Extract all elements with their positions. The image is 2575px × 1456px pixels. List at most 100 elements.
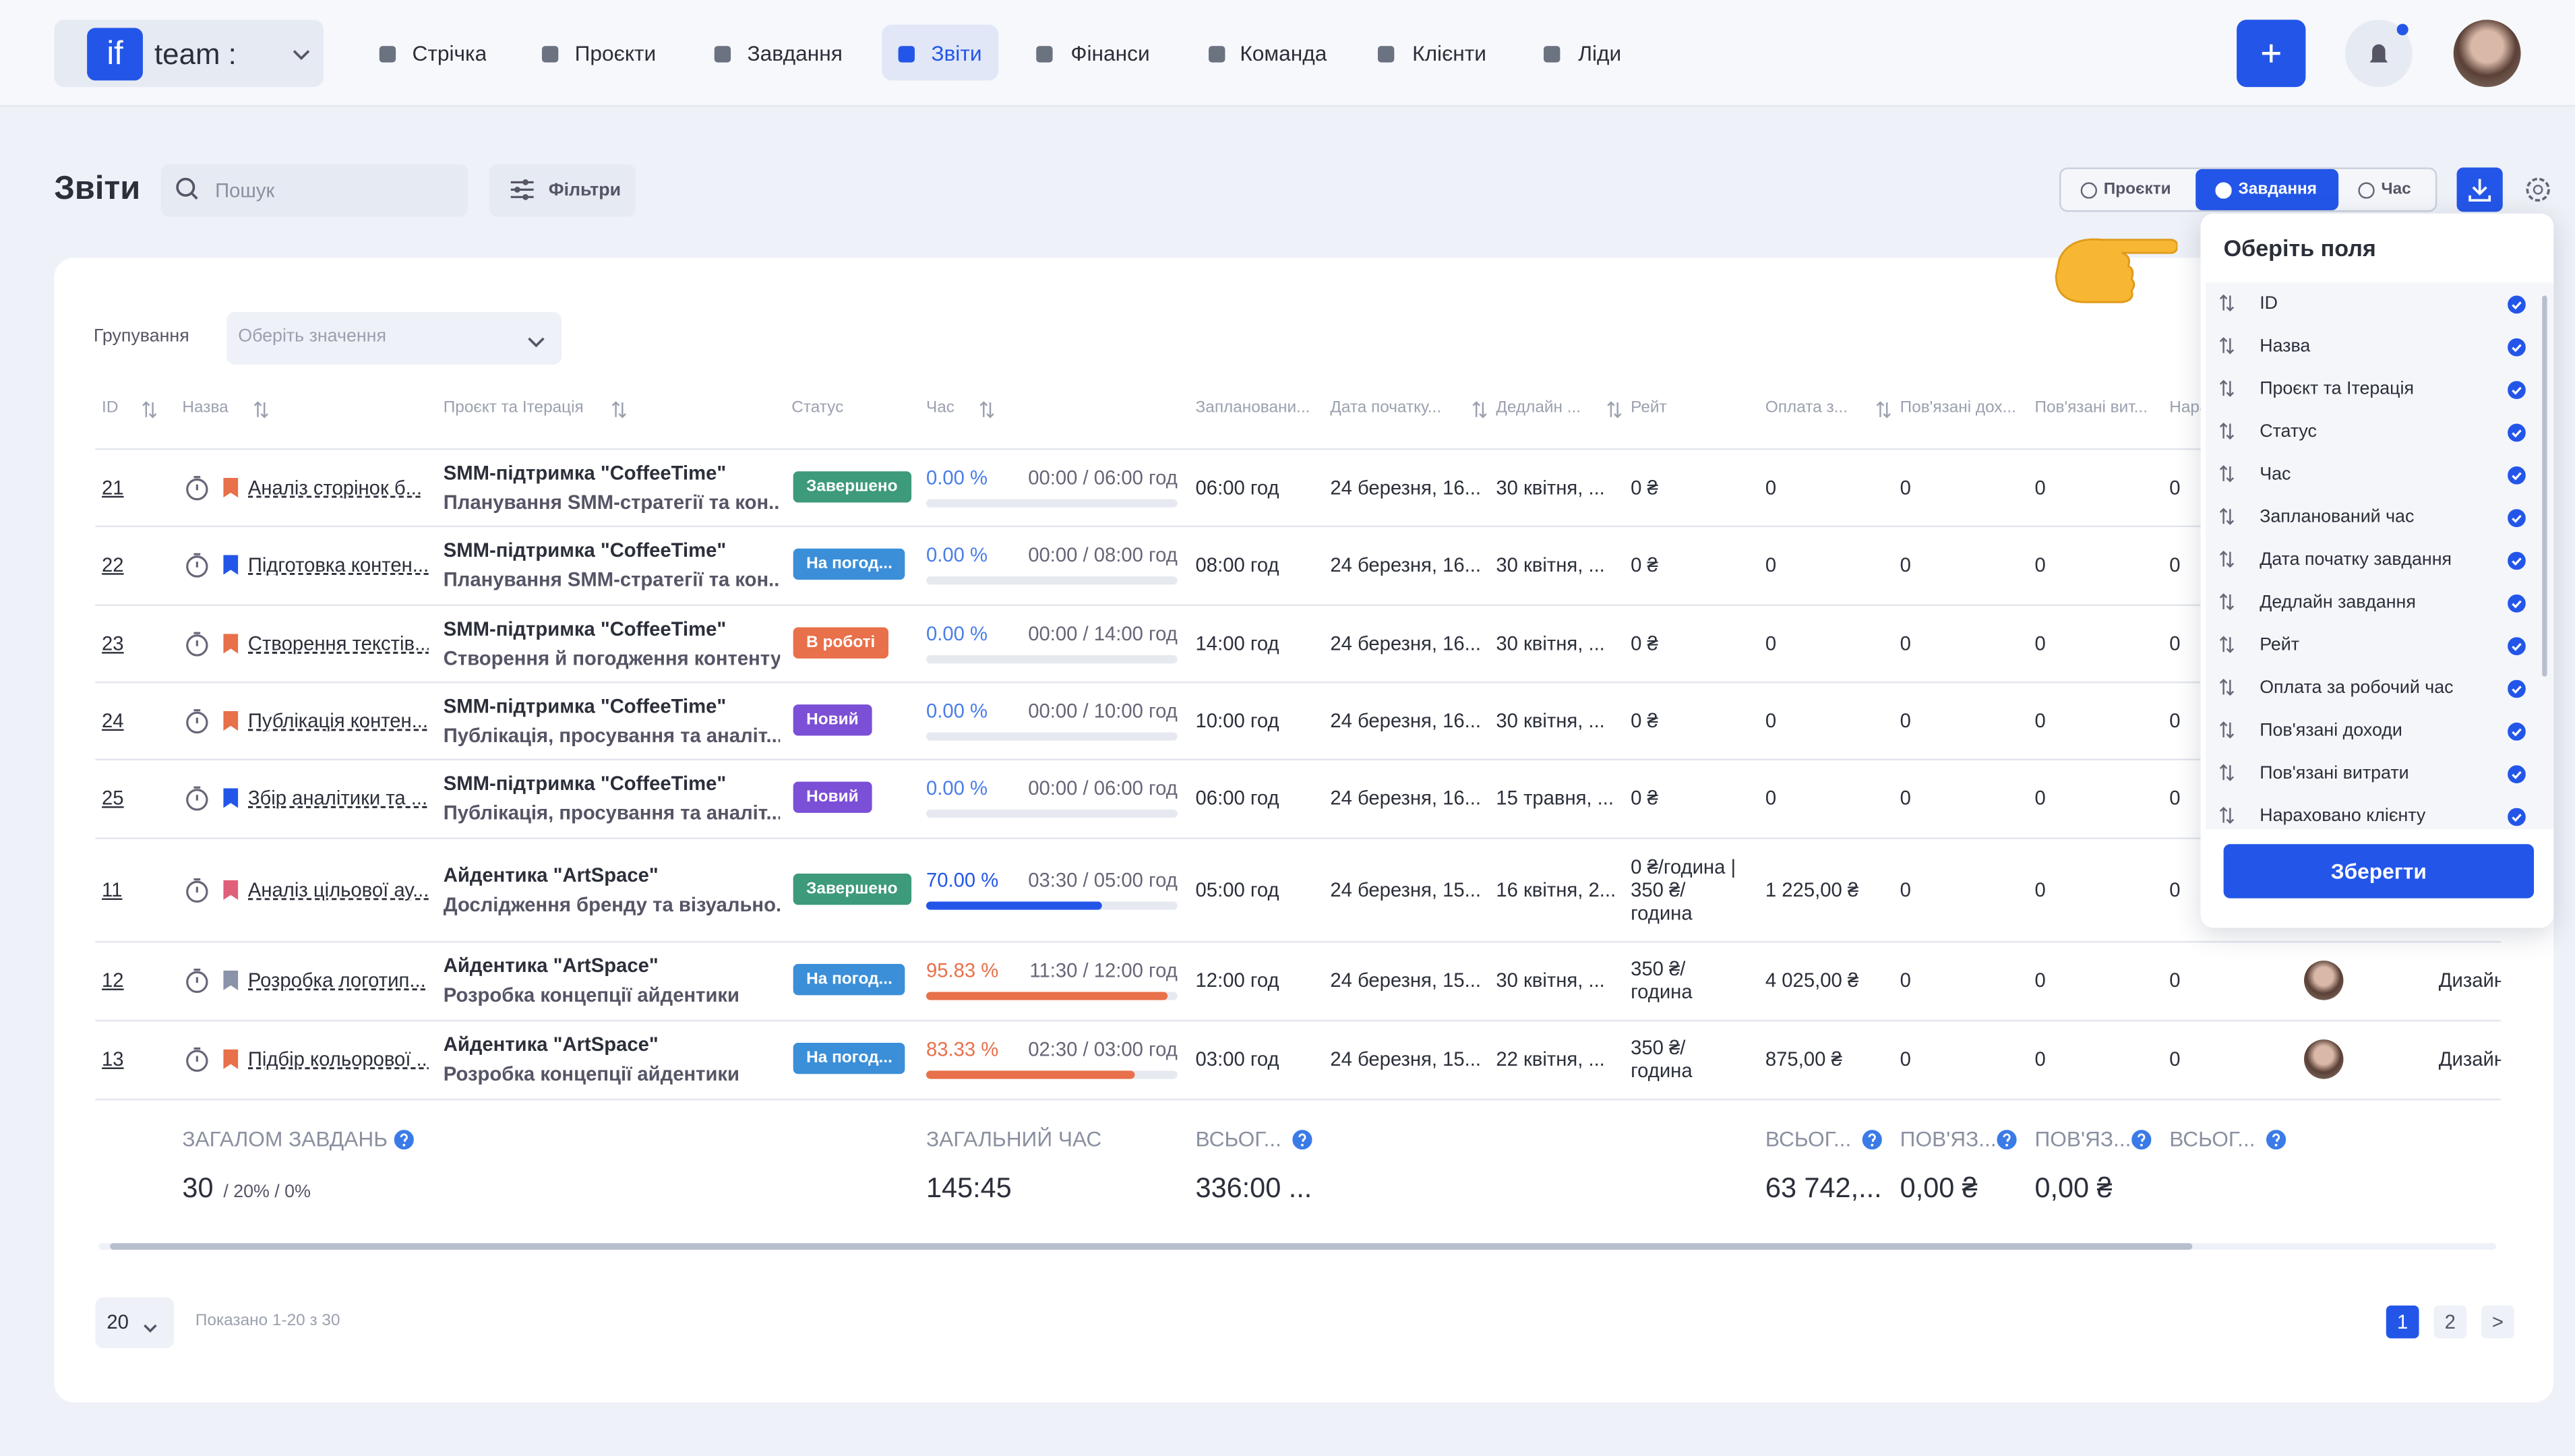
search[interactable] [160, 164, 468, 217]
task-id-text[interactable]: 25 [102, 786, 124, 810]
add-button[interactable] [2237, 20, 2306, 88]
rate-text: 0 ₴ [1631, 631, 1658, 655]
nav-item[interactable]: Проєкти [574, 40, 657, 66]
chevron-svg [293, 50, 310, 61]
column-header[interactable]: Пов'язані дох... [1900, 398, 2016, 417]
status-badge[interactable]: На погод... [793, 1042, 906, 1074]
status-badge[interactable]: В роботі [793, 626, 888, 658]
task-name-text[interactable]: Аналіз цільової ау... [247, 878, 429, 901]
field-name[interactable]: Час [2260, 464, 2291, 485]
field-name[interactable]: Дедлайн завдання [2260, 593, 2416, 613]
nav-item[interactable]: Ліди [1578, 40, 1622, 66]
task-id-text[interactable]: 24 [102, 708, 124, 732]
task-name-text[interactable]: Підбір кольорової ... [247, 1048, 429, 1071]
planned: 10:00 год [1196, 681, 1327, 759]
field-name[interactable]: Проєкт та Ітерація [2260, 379, 2414, 399]
task-name-text[interactable]: Публікація контен... [247, 708, 429, 732]
rate: 0 ₴ [1631, 448, 1739, 526]
planned-text: 14:00 год [1195, 631, 1279, 655]
user-avatar[interactable] [2453, 20, 2521, 88]
download-button[interactable] [2456, 167, 2503, 212]
deadline-text: 16 квітня, 2... [1496, 878, 1616, 901]
column-header[interactable]: Оплата з... [1765, 398, 1848, 417]
nav-item[interactable]: Звіти [931, 40, 982, 66]
row-line [95, 448, 2502, 450]
task-id-text[interactable]: 23 [102, 631, 124, 655]
column-header[interactable]: Статус [791, 398, 844, 417]
deadline: 16 квітня, 2... [1496, 837, 1624, 940]
task-id-text[interactable]: 22 [102, 553, 124, 577]
task-name-text[interactable]: Аналіз сторінок б... [247, 475, 422, 499]
help-icon [1292, 1130, 1312, 1155]
income: 0 [1900, 837, 2032, 940]
timer-icon [184, 876, 210, 907]
field-name[interactable]: ID [2260, 294, 2278, 314]
h-scroll-thumb[interactable] [110, 1243, 2193, 1250]
chevron-svg [144, 1324, 157, 1333]
tab[interactable]: Проєкти [2061, 169, 2195, 210]
rate: 0 ₴/година | 350 ₴/ година [1631, 837, 1739, 940]
task-id-text[interactable]: 21 [102, 475, 124, 499]
task-id-text[interactable]: 11 [102, 878, 123, 901]
column-header[interactable]: Дедлайн ... [1496, 398, 1581, 417]
nav-item[interactable]: Клієнти [1412, 40, 1486, 66]
sort-icon-svg [611, 401, 627, 419]
nav-icon-svg [379, 46, 396, 63]
status-badge[interactable]: Новий [793, 781, 872, 813]
nav-item[interactable]: Стрічка [412, 40, 487, 66]
time-percent: 0.00 % [926, 621, 988, 645]
task-name-text[interactable]: Збір аналітики та ... [247, 786, 428, 810]
planned: 12:00 год [1196, 941, 1327, 1020]
field-name[interactable]: Пов'язані доходи [2260, 721, 2402, 741]
nav-icon-svg [541, 46, 559, 63]
field-name[interactable]: Назва [2260, 336, 2311, 357]
column-header[interactable]: Рейт [1631, 398, 1667, 417]
column-header[interactable]: Заплановани... [1195, 398, 1310, 417]
task-id-text[interactable]: 12 [102, 969, 124, 992]
column-header[interactable]: Час [926, 398, 955, 417]
field-name[interactable]: Рейт [2260, 635, 2300, 656]
column-header[interactable]: Проєкт та Ітерація [443, 398, 584, 417]
income-text: 0 [1900, 708, 1911, 732]
next-button[interactable]: > [2481, 1305, 2514, 1339]
column-header[interactable]: Пов'язані вит... [2034, 398, 2148, 417]
nav-item[interactable]: Команда [1240, 40, 1327, 66]
field-check-svg [2508, 765, 2526, 784]
status-badge[interactable]: На погод... [793, 964, 906, 996]
nav-item[interactable]: Завдання [747, 40, 843, 66]
notifications[interactable] [2344, 20, 2413, 88]
charged: 0 [2169, 526, 2268, 605]
task-id: 11 [102, 837, 151, 940]
status-badge[interactable]: На погод... [793, 548, 906, 580]
grouping-select[interactable] [226, 311, 562, 365]
status-badge[interactable]: Новий [793, 703, 872, 735]
field-name[interactable]: Нараховано клієнту [2260, 806, 2426, 826]
column-header[interactable]: Назва [182, 398, 229, 417]
time-percent: 0.00 % [926, 543, 988, 567]
column-header[interactable]: ID [102, 398, 119, 417]
field-name[interactable]: Оплата за робочий час [2260, 678, 2454, 698]
help-icon-svg [1862, 1130, 1882, 1150]
page-button[interactable]: 2 [2433, 1305, 2467, 1339]
task-name-text[interactable]: Створення текстів... [247, 631, 429, 655]
field-name[interactable]: Запланований час [2260, 507, 2415, 528]
flag-icon-svg [223, 555, 239, 575]
save-button[interactable]: Зберегти [2223, 844, 2535, 899]
field-name[interactable]: Статус [2260, 422, 2317, 442]
status-badge[interactable]: Завершено [793, 470, 911, 502]
tab[interactable]: Час [2338, 169, 2435, 210]
planned: 06:00 год [1196, 448, 1327, 526]
field-check-svg [2508, 594, 2526, 613]
task-name-text[interactable]: Підготовка контен... [247, 553, 429, 577]
page-button[interactable]: 1 [2386, 1305, 2419, 1339]
field-name[interactable]: Дата початку завдання [2260, 550, 2452, 570]
page-size[interactable] [95, 1297, 175, 1349]
task-id-text[interactable]: 13 [102, 1048, 124, 1071]
status-badge[interactable]: Завершено [793, 872, 911, 905]
field-name[interactable]: Пов'язані витрати [2260, 763, 2409, 784]
tab[interactable]: Завдання [2195, 169, 2339, 210]
search-icon-svg [176, 177, 198, 200]
column-header[interactable]: Дата початку... [1330, 398, 1442, 417]
nav-item[interactable]: Фінанси [1070, 40, 1150, 66]
task-name-text[interactable]: Розробка логотип... [247, 969, 426, 992]
